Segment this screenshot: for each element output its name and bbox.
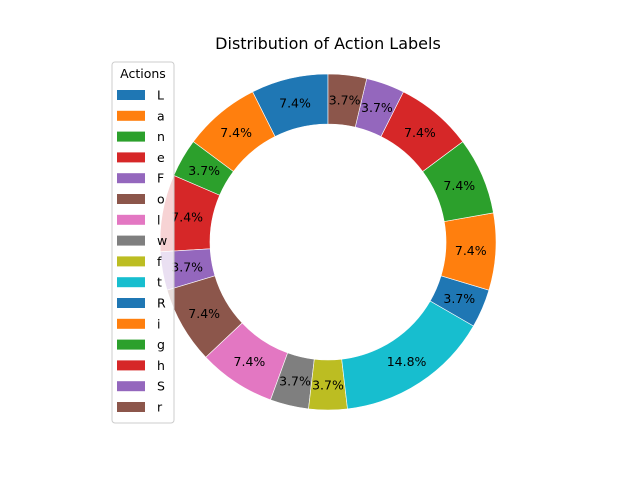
legend-label-R: R: [157, 296, 166, 311]
slices: [159, 73, 497, 411]
legend-swatch-l: [117, 214, 145, 225]
slice-label-h: 7.4%: [404, 125, 436, 140]
legend-label-o: o: [157, 192, 165, 207]
legend-swatch-f: [117, 256, 145, 267]
legend-label-h: h: [157, 358, 165, 373]
slice-label-n: 3.7%: [188, 163, 220, 178]
legend-swatch-a: [117, 110, 145, 121]
legend-swatch-F: [117, 173, 145, 184]
slice-label-w: 3.7%: [279, 374, 311, 389]
legend-label-F: F: [157, 171, 164, 186]
slice-label-F: 3.7%: [171, 259, 203, 274]
legend-label-S: S: [157, 379, 165, 394]
legend-title: Actions: [120, 66, 166, 81]
legend-swatch-h: [117, 360, 145, 371]
slice-label-L: 7.4%: [279, 95, 311, 110]
legend-swatch-r: [117, 402, 145, 412]
legend-label-a: a: [157, 108, 165, 123]
legend-label-L: L: [157, 88, 164, 103]
slice-label-S: 3.7%: [361, 100, 393, 115]
legend-label-i: i: [157, 316, 160, 331]
slice-r: [327, 73, 368, 128]
slice-label-i: 7.4%: [455, 243, 487, 258]
legend-swatch-e: [117, 152, 145, 163]
legend-swatch-n: [117, 131, 145, 142]
legend-swatch-t: [117, 277, 145, 288]
slice-label-r: 3.7%: [329, 92, 361, 107]
legend-label-l: l: [157, 212, 160, 227]
slice-label-t: 14.8%: [387, 354, 427, 369]
slice-label-g: 7.4%: [443, 178, 475, 193]
legend-swatch-R: [117, 298, 145, 308]
legend-swatch-S: [117, 381, 145, 392]
slice-label-f: 3.7%: [312, 378, 344, 393]
legend-label-t: t: [157, 275, 162, 290]
legend-swatch-w: [117, 235, 145, 246]
legend-swatch-L: [117, 90, 145, 100]
slice-label-a: 7.4%: [220, 125, 252, 140]
chart-title: Distribution of Action Labels: [215, 34, 441, 53]
legend-label-r: r: [157, 400, 163, 415]
slice-label-e: 7.4%: [171, 210, 203, 225]
legend-label-g: g: [157, 337, 165, 352]
slice-label-R: 3.7%: [443, 291, 475, 306]
percent-labels: 7.4%7.4%3.7%7.4%3.7%7.4%7.4%3.7% 3.7%14.8…: [171, 92, 486, 392]
legend-label-e: e: [157, 150, 165, 165]
legend-swatch-i: [117, 318, 145, 329]
slice-label-l: 7.4%: [234, 354, 266, 369]
legend-label-w: w: [157, 233, 167, 248]
legend-swatch-g: [117, 339, 145, 350]
legend-label-f: f: [157, 254, 162, 269]
slice-label-o: 7.4%: [188, 306, 220, 321]
legend-swatch-o: [117, 194, 145, 204]
legend-label-n: n: [157, 129, 165, 144]
